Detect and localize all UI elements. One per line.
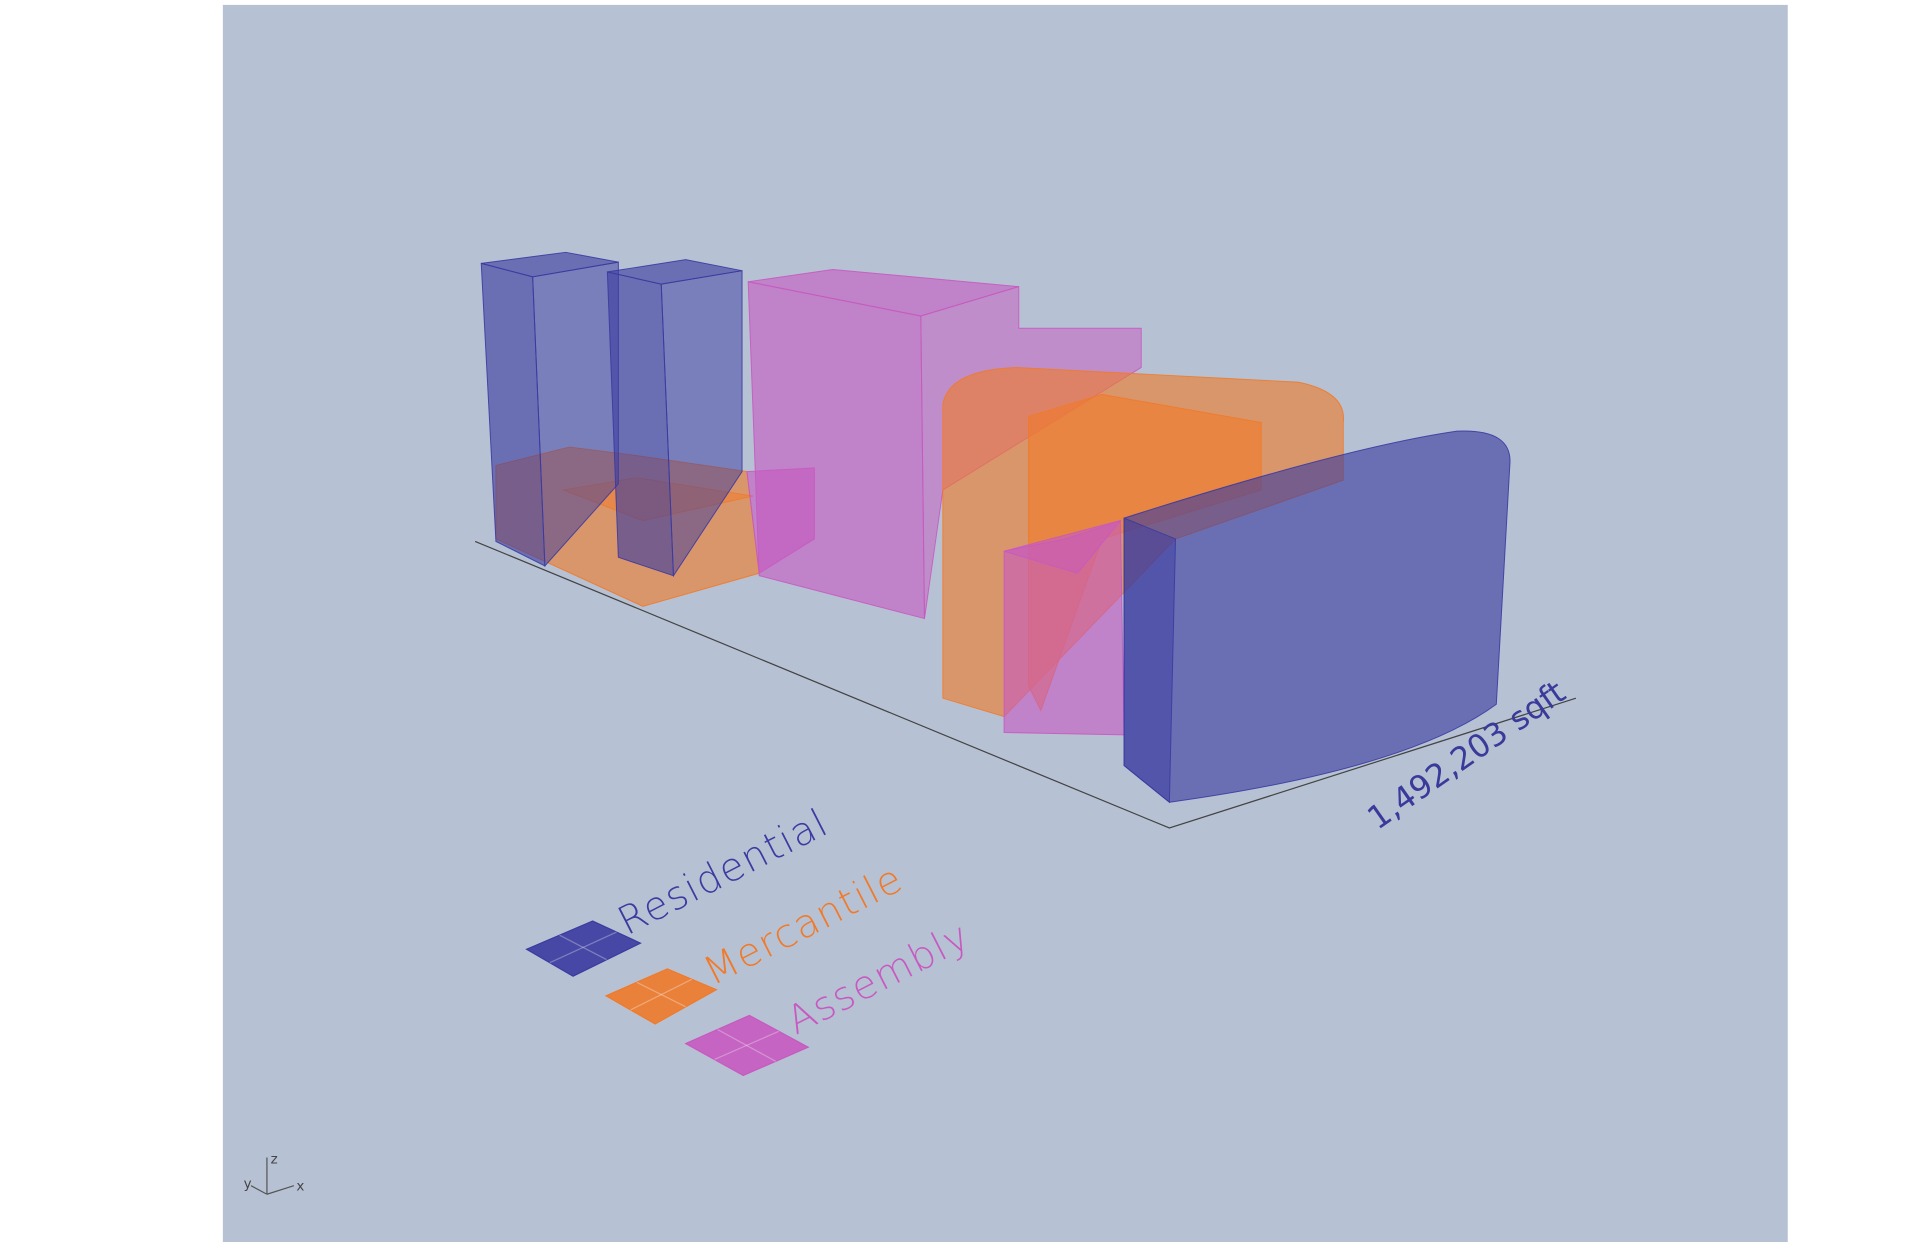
assembly-block-top [1003,519,1122,574]
swatch-grid [549,931,617,964]
swatch-grid [636,981,686,1008]
residential-tower-top [481,251,619,278]
y-axis [250,1185,268,1195]
x-axis [266,1185,295,1195]
swatch-grid [559,934,608,961]
legend-swatch [525,920,642,977]
axis-label: y [244,1176,252,1192]
assembly-block [746,467,815,575]
assembly-block [747,281,925,620]
site-outline [474,540,1577,829]
assembly-block [920,285,1142,619]
axis-icon [250,1157,295,1195]
residential-wall-end [1123,517,1177,804]
swatch-grid [717,1028,777,1062]
legend-swatch [604,968,718,1025]
swatch-grid [630,978,693,1011]
swatch-grid [714,1030,780,1061]
residential-tower-top [607,259,743,285]
axis-label: x [296,1179,304,1195]
axis-label: z [271,1152,278,1168]
legend-swatch [684,1014,810,1077]
residential-curved-wall [1123,430,1511,803]
